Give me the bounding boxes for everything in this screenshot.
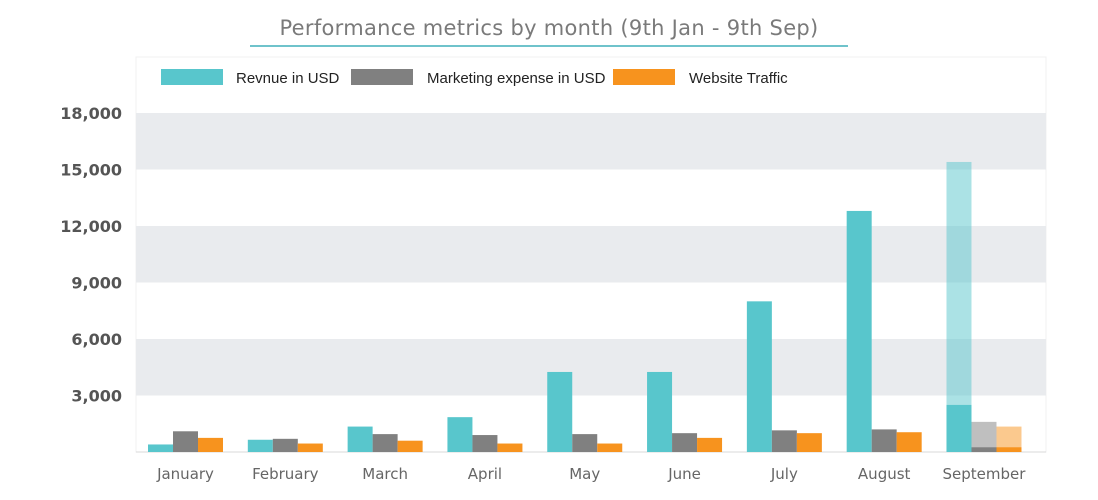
bar xyxy=(247,439,273,452)
bar xyxy=(173,431,198,452)
chart-title: Performance metrics by month (9th Jan - … xyxy=(279,16,819,40)
x-tick-label: July xyxy=(770,465,798,483)
bar xyxy=(198,437,223,452)
x-tick-label: June xyxy=(667,465,701,483)
grid-bands xyxy=(135,56,1047,453)
bar xyxy=(647,371,673,452)
x-tick-label: April xyxy=(468,465,502,483)
x-axis: January February March April May June July Augu… xyxy=(156,465,1026,483)
legend-label: Website Traffic xyxy=(689,70,788,87)
bar xyxy=(397,440,423,452)
bar xyxy=(547,371,573,452)
grid-band xyxy=(136,339,1046,396)
grid-band xyxy=(136,113,1046,170)
bar xyxy=(746,301,772,452)
bar xyxy=(372,434,398,452)
bar xyxy=(771,430,797,452)
y-axis: 3,000 6,000 9,000 12,000 15,000 18,000 xyxy=(60,104,122,406)
x-tick-label: February xyxy=(252,465,319,483)
y-tick-label: 3,000 xyxy=(71,387,122,406)
legend-swatch xyxy=(613,69,675,85)
bar xyxy=(946,404,972,452)
x-tick-label: March xyxy=(362,465,408,483)
x-tick-label: August xyxy=(858,465,911,483)
bar xyxy=(497,443,523,452)
y-tick-label: 6,000 xyxy=(71,330,122,349)
y-tick-label: 12,000 xyxy=(60,217,122,236)
x-tick-label: September xyxy=(943,465,1027,483)
bar xyxy=(971,447,997,452)
y-tick-label: 9,000 xyxy=(71,274,122,293)
x-tick-label: January xyxy=(156,465,214,483)
bar xyxy=(272,438,298,452)
bar xyxy=(447,417,473,452)
bar xyxy=(297,443,323,452)
bar xyxy=(846,210,872,452)
bar xyxy=(896,432,922,452)
bar-projected xyxy=(946,161,972,452)
bar xyxy=(597,443,623,452)
legend-label: Revnue in USD xyxy=(236,70,340,87)
bar xyxy=(472,435,498,452)
bar xyxy=(697,437,723,452)
bar xyxy=(796,433,822,452)
legend-label: Marketing expense in USD xyxy=(427,70,606,87)
bar xyxy=(572,434,598,452)
bar-projected xyxy=(971,421,997,452)
legend-swatch xyxy=(161,69,223,85)
legend-swatch xyxy=(351,69,413,85)
bar xyxy=(672,433,698,452)
bar xyxy=(347,426,373,452)
title-underline xyxy=(250,45,848,47)
grid-band xyxy=(136,226,1046,283)
x-tick-label: May xyxy=(569,465,600,483)
bar xyxy=(996,447,1022,452)
y-tick-label: 18,000 xyxy=(60,104,122,123)
y-tick-label: 15,000 xyxy=(60,161,122,180)
legend: Revnue in USD Marketing expense in USD Web… xyxy=(161,69,788,87)
bars xyxy=(148,161,1022,452)
bar xyxy=(148,444,173,452)
bar xyxy=(871,429,897,452)
